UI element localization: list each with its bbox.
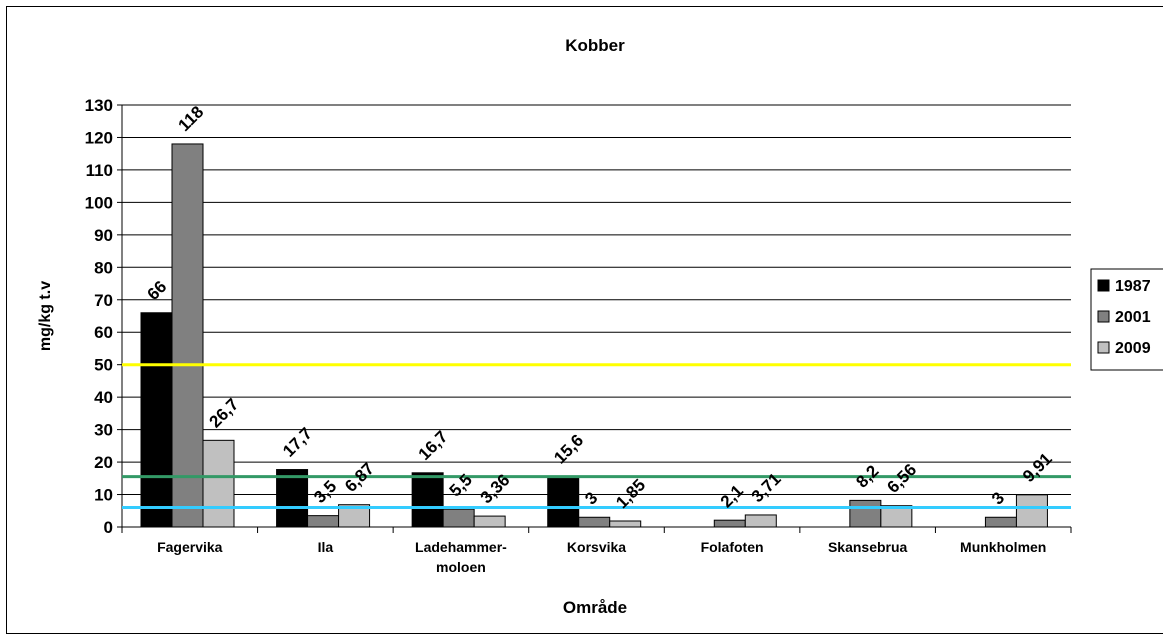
- bar: [442, 508, 475, 528]
- bar: [202, 439, 235, 528]
- y-tick-label: 0: [104, 518, 113, 537]
- x-tick-label: Skansebrua: [828, 539, 908, 555]
- bar: [547, 475, 580, 528]
- x-tick-label: Folafoten: [701, 539, 764, 555]
- legend-swatch: [1097, 310, 1110, 323]
- bar: [307, 515, 340, 528]
- bar: [713, 519, 746, 528]
- legend-swatch: [1097, 279, 1110, 292]
- bar: [411, 472, 444, 528]
- y-axis-title: mg/kg t.v: [37, 281, 54, 351]
- x-tick-label: Fagervika: [157, 539, 223, 555]
- x-tick-label: Ladehammer-: [415, 539, 507, 555]
- y-tick-label: 120: [85, 128, 113, 147]
- bar: [880, 505, 913, 528]
- bar: [984, 516, 1017, 528]
- y-tick-label: 70: [94, 291, 113, 310]
- legend-label: 1987: [1115, 278, 1151, 295]
- x-tick-label: Munkholmen: [960, 539, 1046, 555]
- chart-title: Kobber: [565, 36, 625, 55]
- bar: [276, 469, 309, 528]
- y-tick-label: 60: [94, 323, 113, 342]
- bar: [744, 514, 777, 528]
- x-tick-label: Ila: [318, 539, 334, 555]
- bar: [171, 143, 204, 528]
- x-tick-label: moloen: [436, 559, 486, 575]
- y-tick-label: 130: [85, 96, 113, 115]
- y-tick-label: 10: [94, 486, 113, 505]
- y-tick-label: 50: [94, 356, 113, 375]
- bar: [338, 504, 371, 528]
- x-tick-label: Korsvika: [567, 539, 626, 555]
- x-axis-title: Område: [563, 598, 627, 617]
- legend-label: 2001: [1115, 309, 1151, 326]
- y-tick-label: 20: [94, 453, 113, 472]
- plot-area: [122, 105, 1071, 527]
- y-tick-label: 110: [86, 161, 113, 180]
- y-tick-label: 90: [94, 226, 113, 245]
- y-tick-label: 40: [94, 388, 113, 407]
- bar: [849, 499, 882, 528]
- y-tick-label: 100: [85, 193, 113, 212]
- legend-swatch: [1097, 341, 1110, 354]
- bar: [473, 515, 506, 528]
- y-tick-label: 30: [94, 421, 113, 440]
- bar: [578, 516, 611, 528]
- bar: [609, 520, 642, 528]
- y-tick-label: 80: [94, 258, 113, 277]
- legend-label: 2009: [1115, 340, 1151, 357]
- bar: [1015, 494, 1048, 528]
- bar: [140, 312, 173, 528]
